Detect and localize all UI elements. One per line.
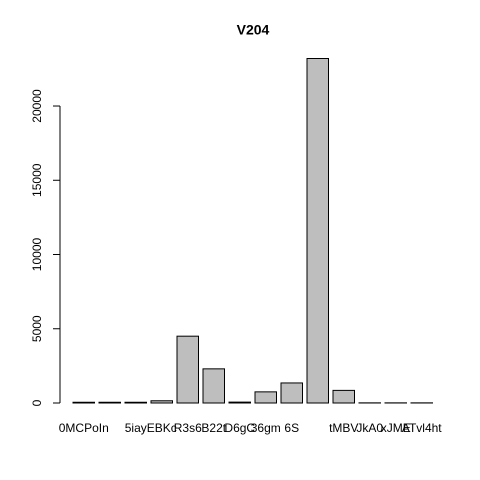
x-tick-label: 0MCPoIn (59, 421, 109, 435)
x-tick-label: ATvl4ht (402, 421, 442, 435)
bar (332, 389, 355, 404)
x-tick-label: D6gC (224, 421, 255, 435)
bar (98, 401, 121, 404)
x-tick-label: R3s6 (174, 421, 202, 435)
bar (176, 335, 199, 404)
y-tick-label: 10000 (30, 238, 44, 272)
bar (72, 401, 95, 404)
x-tick-label: 36gm (251, 421, 281, 435)
y-tick-label: 5000 (30, 315, 44, 342)
x-tick-label: B22t (201, 421, 226, 435)
bar (228, 401, 251, 404)
x-tick-label: 6S (284, 421, 299, 435)
bar (306, 58, 329, 404)
chart-title: V204 (237, 22, 270, 38)
x-tick-label: tMBV (329, 421, 358, 435)
x-tick-label: xJME (381, 421, 411, 435)
x-tick-label: 5iay (125, 421, 147, 435)
bar (202, 368, 225, 404)
bar (124, 401, 147, 404)
x-tick-label: EBKc (147, 421, 177, 435)
bar (280, 382, 303, 404)
bar (150, 400, 173, 404)
y-tick-label: 20000 (30, 89, 44, 123)
y-tick-label: 15000 (30, 163, 44, 197)
x-tick-label: JkA0 (356, 421, 383, 435)
bar (254, 391, 277, 404)
y-tick-label: 0 (30, 399, 44, 406)
